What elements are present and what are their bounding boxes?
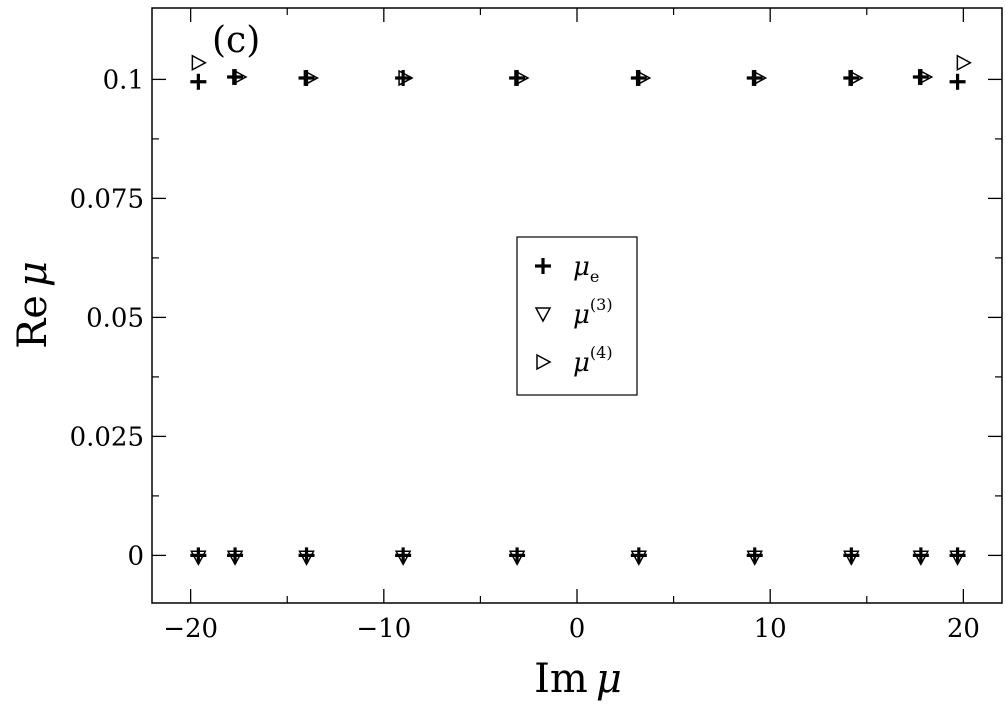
legend-entry-label: μe — [573, 252, 599, 286]
triangle-down-point — [190, 550, 207, 566]
legend-plus-marker — [535, 258, 551, 274]
triangle-down-point — [949, 550, 966, 566]
legend: μe μ(3) μ(4) — [516, 236, 638, 396]
y-axis-title: Re μ — [10, 261, 56, 349]
x-axis-title-prefix: Im — [534, 656, 588, 702]
x-tick-label: −10 — [356, 614, 411, 644]
triangle-down-point — [912, 550, 930, 566]
triangle-right-point — [232, 68, 248, 86]
triangle-right-point — [635, 69, 652, 87]
data-markers — [190, 54, 972, 566]
legend-triangle-down-marker — [534, 307, 552, 323]
triangle-down-point — [630, 550, 648, 566]
x-axis-title-symbol: μ — [596, 656, 622, 702]
triangle-right-point — [956, 54, 972, 71]
triangle-down-point — [226, 550, 244, 566]
triangle-right-point — [848, 69, 864, 87]
panel-label: (c) — [212, 20, 260, 61]
x-tick-label: −20 — [163, 614, 218, 644]
triangle-right-point — [303, 69, 319, 87]
legend-entry-label: μ(3) — [573, 295, 613, 330]
triangle-down-point — [746, 550, 763, 566]
y-tick-label: 0.075 — [70, 184, 144, 214]
x-tick-label: 10 — [754, 614, 787, 644]
x-tick-label: 20 — [947, 614, 980, 644]
y-tick-label: 0.05 — [86, 303, 144, 333]
x-tick-label: 0 — [569, 614, 586, 644]
y-tick-label: 0 — [127, 541, 144, 571]
y-axis-title-symbol: μ — [10, 261, 56, 287]
axis-ticks — [152, 8, 1002, 603]
legend-triangle-right-marker — [536, 353, 552, 371]
triangle-down-point — [508, 550, 526, 566]
plus-point — [190, 73, 207, 90]
y-axis-title-prefix: Re — [10, 295, 56, 349]
x-axis-title: Im μ — [534, 656, 622, 702]
triangle-right-point — [514, 69, 530, 87]
triangle-right-point — [917, 68, 934, 86]
y-tick-label: 0.1 — [103, 65, 144, 95]
triangle-right-point — [398, 69, 414, 87]
axis-tick-labels: −20 −10 0 10 20 0 0.025 0.05 0.075 0.1 — [70, 65, 980, 644]
triangle-right-point — [191, 54, 207, 71]
triangle-down-point — [298, 550, 315, 566]
y-tick-label: 0.025 — [70, 422, 144, 452]
plus-point — [949, 73, 966, 90]
triangle-down-point — [843, 550, 860, 566]
triangle-right-point — [751, 69, 768, 87]
triangle-down-point — [394, 550, 412, 566]
legend-entry-label: μ(4) — [573, 343, 613, 378]
